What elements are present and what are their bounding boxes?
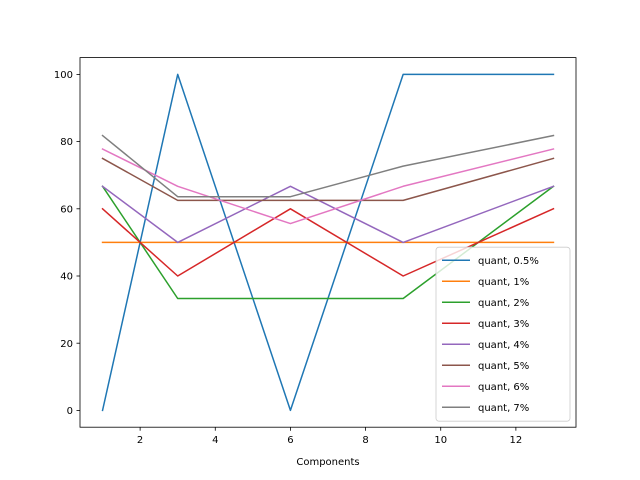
series-layer: [101, 73, 555, 412]
legend: quant, 0.5% quant, 1% quant, 2% quant, 3% qu…: [435, 246, 571, 422]
y-tick-label: 60: [60, 204, 73, 215]
x-tick-label: 8: [362, 435, 368, 446]
y-tick-label: 20: [60, 339, 73, 350]
legend-label-0: quant, 0.5%: [478, 256, 539, 267]
series-line-6: [101, 147, 555, 225]
x-axis: 2 4 6 8 10 12: [137, 427, 522, 446]
legend-label-2: quant, 2%: [478, 298, 529, 309]
series-line-5: [101, 157, 555, 202]
y-tick-label: 0: [67, 406, 73, 417]
y-axis: 0 20 40 60 80 100: [54, 70, 80, 417]
x-tick-label: 12: [510, 435, 523, 446]
y-tick-label: 100: [54, 70, 73, 81]
x-tick-label: 4: [212, 435, 218, 446]
plot-frame: [79, 57, 577, 428]
legend-label-7: quant, 7%: [478, 403, 529, 414]
x-axis-title: Components: [296, 457, 359, 468]
x-tick-label: 2: [137, 435, 143, 446]
x-tick-label: 6: [287, 435, 293, 446]
series-line-4: [101, 185, 555, 244]
series-line-7: [101, 134, 555, 198]
legend-frame: [435, 246, 571, 422]
legend-label-1: quant, 1%: [478, 277, 529, 288]
legend-label-5: quant, 5%: [478, 361, 529, 372]
y-tick-label: 80: [60, 137, 73, 148]
legend-label-6: quant, 6%: [478, 382, 529, 393]
legend-label-4: quant, 4%: [478, 340, 529, 351]
y-tick-label: 40: [60, 272, 73, 283]
legend-label-3: quant, 3%: [478, 319, 529, 330]
x-tick-label: 10: [434, 435, 447, 446]
